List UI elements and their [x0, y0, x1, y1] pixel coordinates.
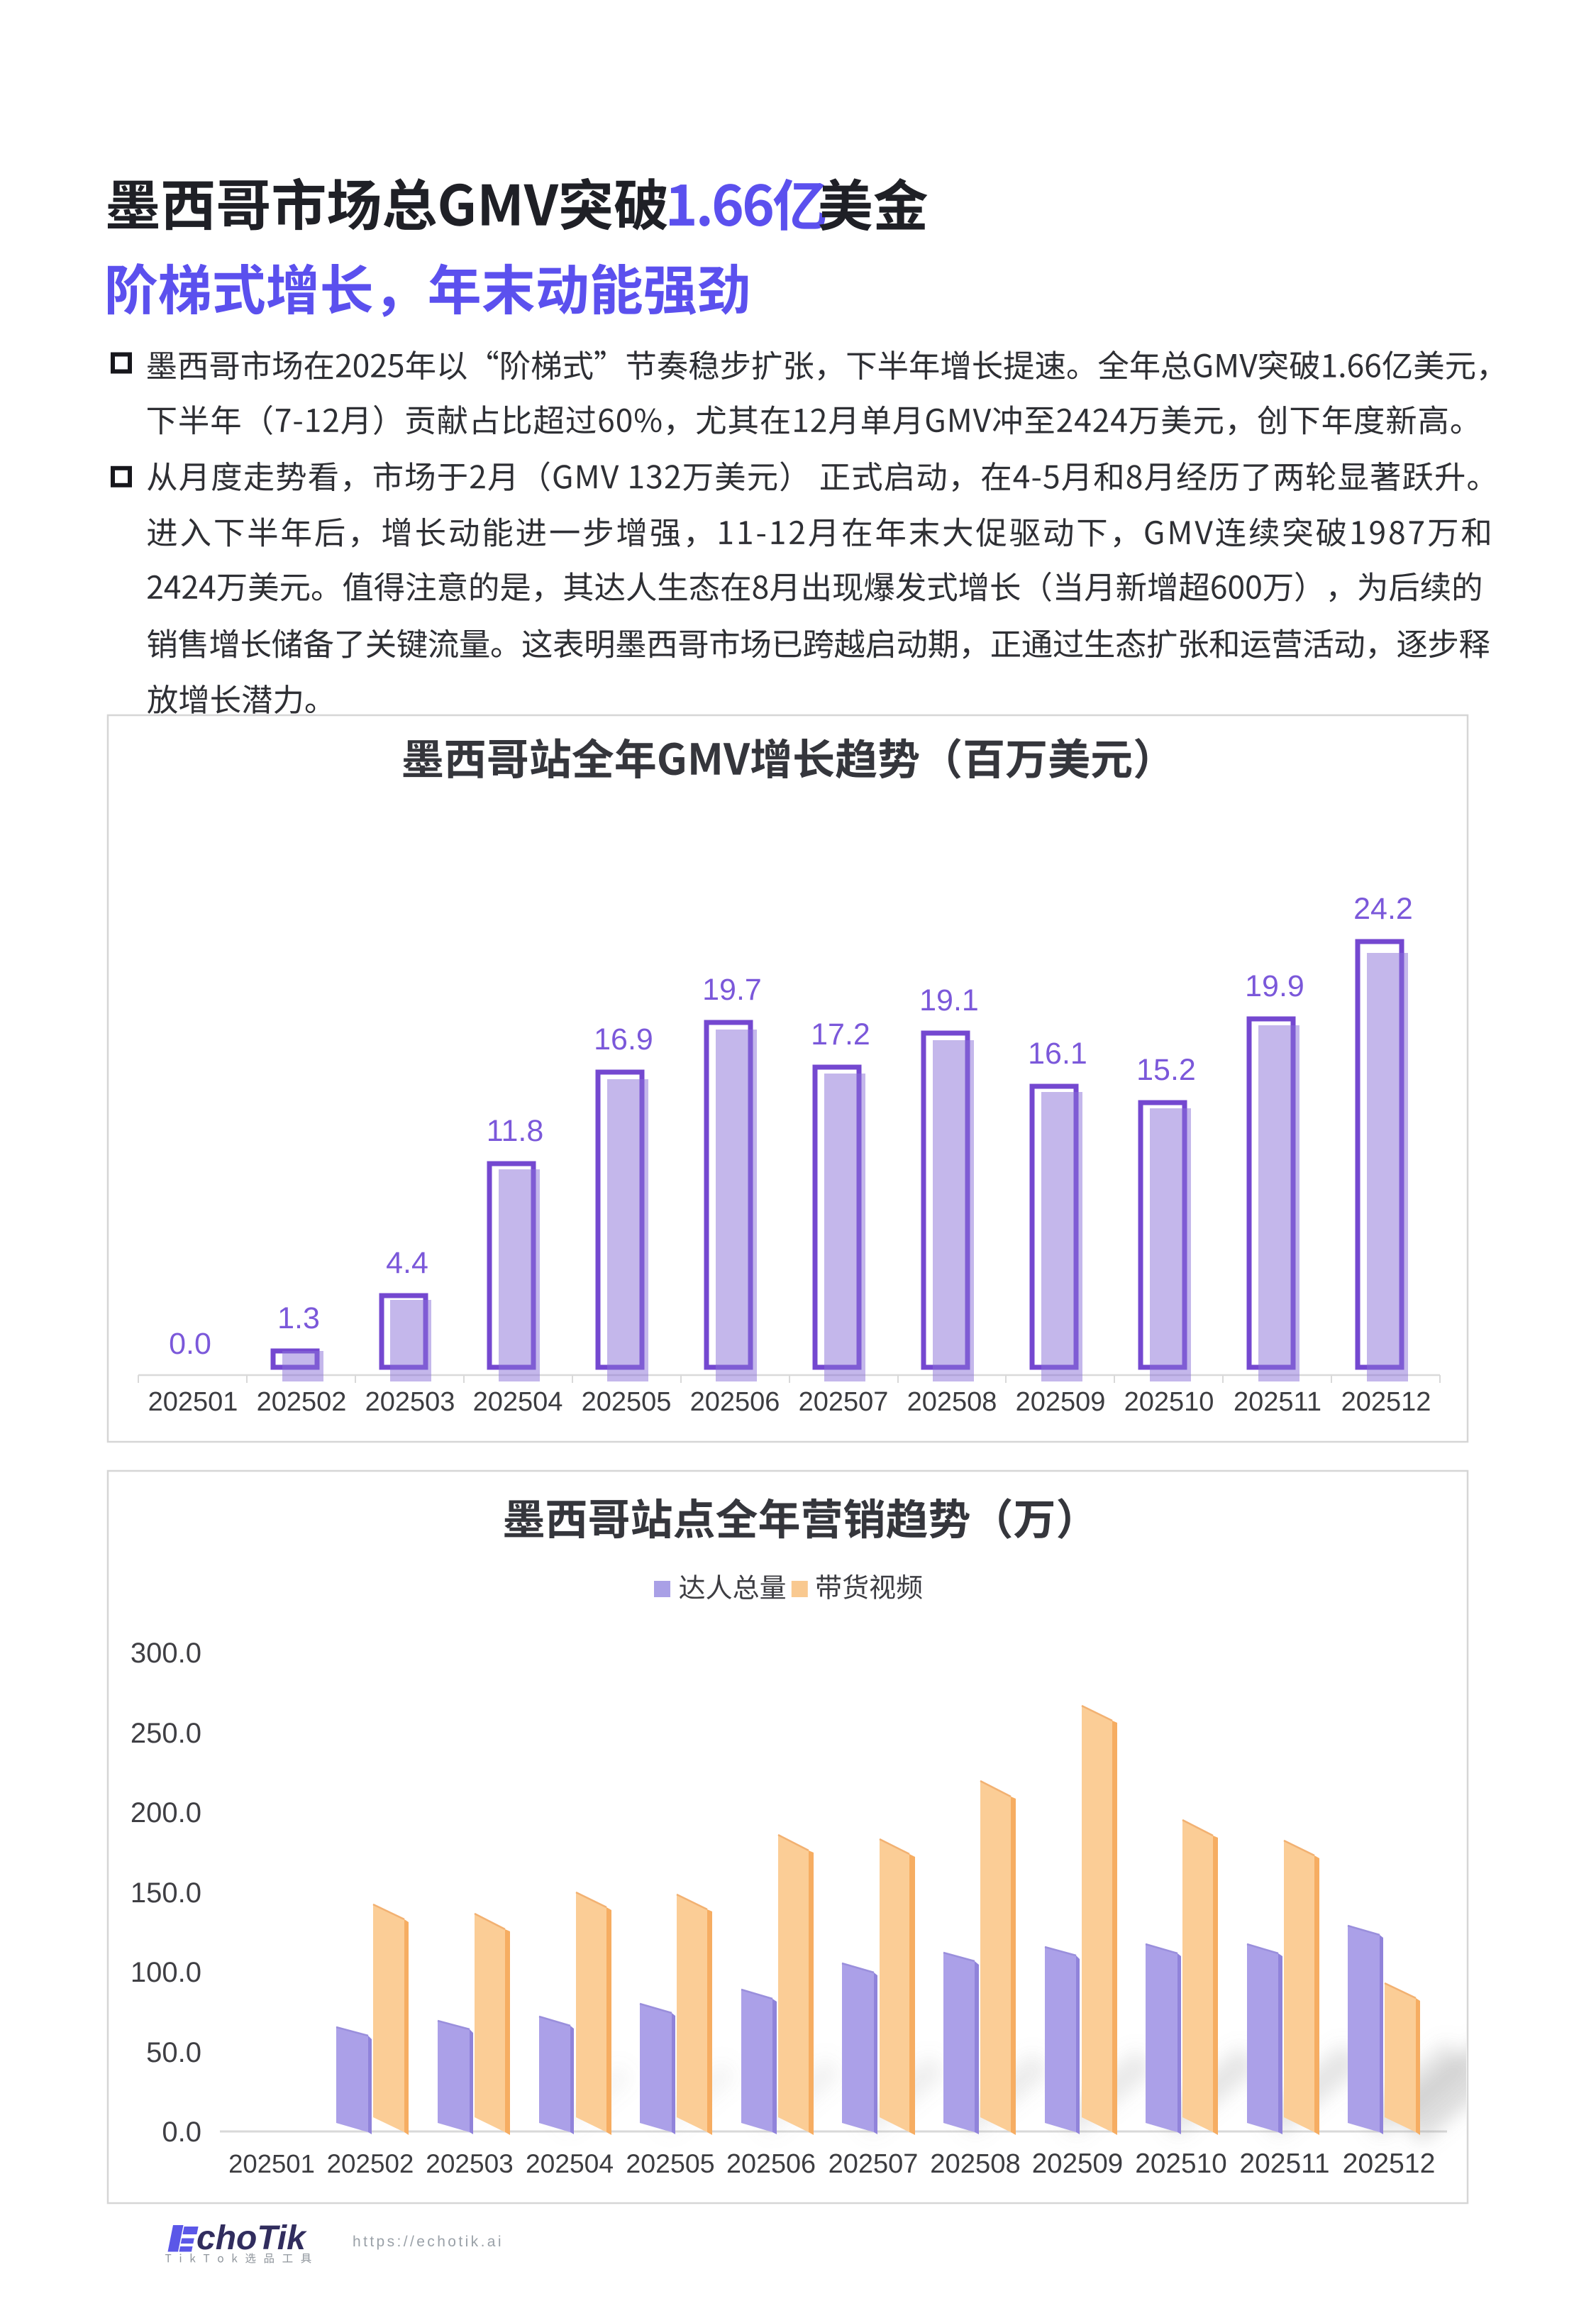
svg-text:202509: 202509 [1016, 1387, 1106, 1417]
svg-text:202510: 202510 [1124, 1387, 1214, 1417]
svg-text:0.0: 0.0 [162, 2117, 201, 2148]
svg-text:202507: 202507 [829, 2149, 919, 2179]
svg-text:202507: 202507 [799, 1387, 889, 1417]
svg-text:19.7: 19.7 [702, 973, 762, 1007]
svg-text:202508: 202508 [907, 1387, 997, 1417]
svg-text:202509: 202509 [1032, 2148, 1123, 2179]
svg-text:202506: 202506 [726, 2149, 816, 2179]
svg-text:202512: 202512 [1343, 2148, 1436, 2179]
svg-text:15.2: 15.2 [1136, 1053, 1196, 1087]
svg-text:202501: 202501 [228, 2149, 315, 2178]
svg-text:202505: 202505 [626, 2148, 714, 2178]
svg-text:100.0: 100.0 [131, 1957, 201, 1988]
svg-text:1.3: 1.3 [277, 1301, 320, 1335]
svg-text:200.0: 200.0 [131, 1797, 201, 1828]
svg-text:202508: 202508 [930, 2148, 1020, 2179]
svg-text:16.1: 16.1 [1028, 1037, 1087, 1071]
svg-text:24.2: 24.2 [1353, 892, 1413, 926]
svg-text:150.0: 150.0 [131, 1877, 201, 1909]
svg-text:17.2: 17.2 [811, 1017, 870, 1052]
svg-text:202502: 202502 [257, 1387, 347, 1417]
svg-text:202511: 202511 [1239, 2148, 1329, 2179]
svg-text:202503: 202503 [426, 2149, 513, 2178]
svg-text:300.0: 300.0 [131, 1638, 201, 1669]
svg-text:202504: 202504 [526, 2148, 614, 2178]
svg-text:16.9: 16.9 [594, 1022, 653, 1057]
svg-text:19.9: 19.9 [1245, 969, 1304, 1003]
svg-text:202512: 202512 [1341, 1387, 1431, 1417]
svg-text:202504: 202504 [473, 1387, 563, 1417]
svg-text:202506: 202506 [690, 1387, 780, 1417]
svg-text:202511: 202511 [1234, 1387, 1321, 1417]
svg-text:250.0: 250.0 [131, 1718, 201, 1749]
svg-text:202510: 202510 [1135, 2148, 1226, 2179]
svg-text:4.4: 4.4 [386, 1246, 428, 1280]
svg-text:19.1: 19.1 [919, 983, 979, 1017]
svg-text:202501: 202501 [148, 1387, 238, 1417]
svg-text:0.0: 0.0 [169, 1327, 211, 1361]
svg-text:202505: 202505 [582, 1387, 672, 1417]
svg-text:https://echotik.ai: https://echotik.ai [353, 2234, 504, 2250]
svg-text:11.8: 11.8 [487, 1114, 544, 1148]
svg-text:202503: 202503 [365, 1387, 455, 1417]
svg-text:choTik: choTik [196, 2219, 307, 2257]
svg-text:202502: 202502 [327, 2149, 414, 2178]
svg-text:50.0: 50.0 [146, 2037, 201, 2068]
